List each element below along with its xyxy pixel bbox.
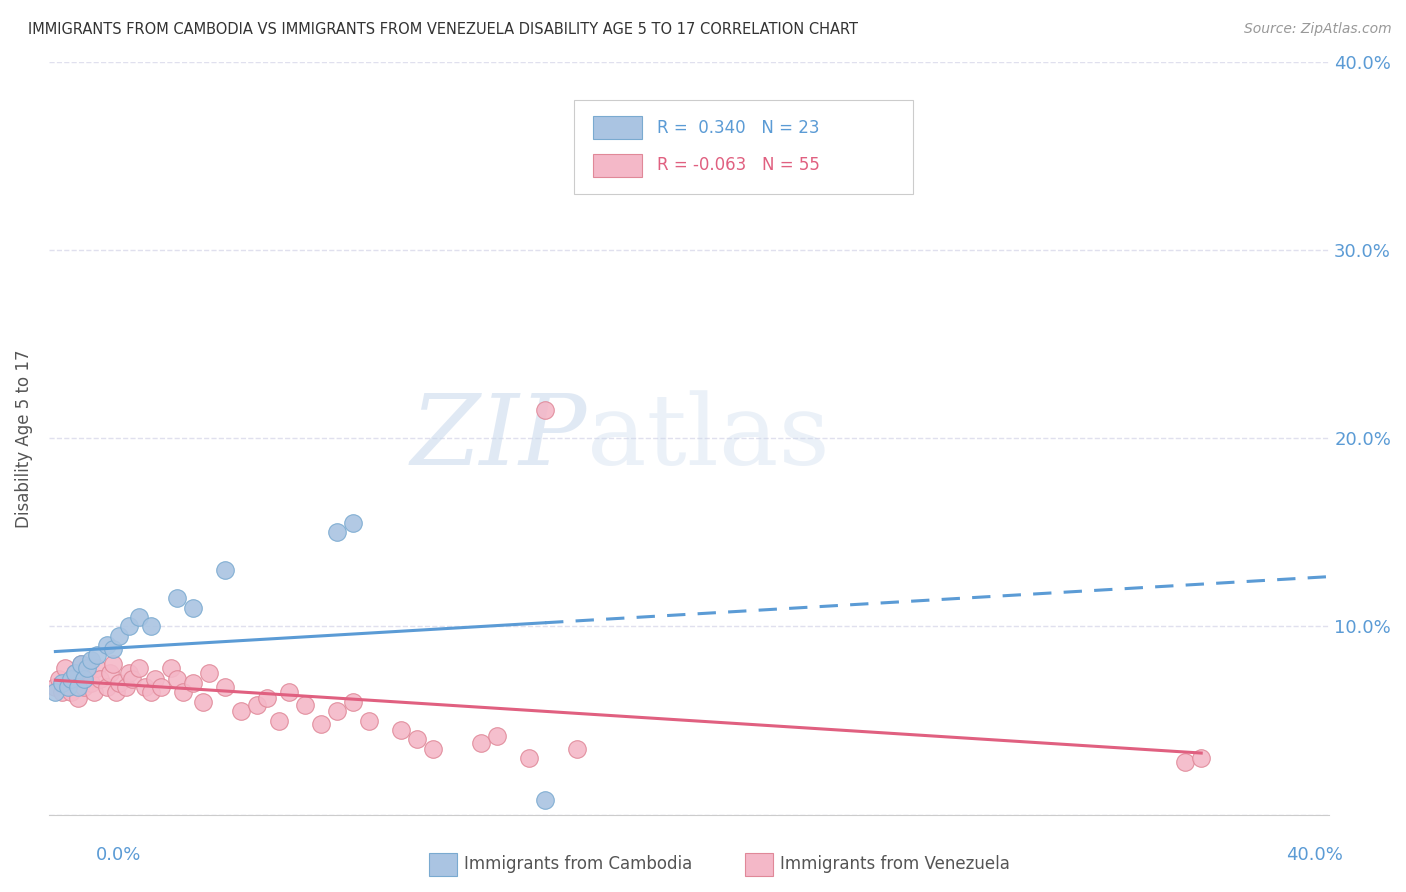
- Point: [181, 600, 204, 615]
- Text: IMMIGRANTS FROM CAMBODIA VS IMMIGRANTS FROM VENEZUELA DISABILITY AGE 5 TO 17 COR: IMMIGRANTS FROM CAMBODIA VS IMMIGRANTS F…: [28, 22, 858, 37]
- Point: [256, 690, 278, 705]
- Point: [269, 714, 291, 728]
- Point: [565, 741, 588, 756]
- Text: Source: ZipAtlas.com: Source: ZipAtlas.com: [1244, 22, 1392, 37]
- Point: [406, 732, 429, 747]
- Text: atlas: atlas: [586, 391, 830, 486]
- Point: [534, 792, 557, 806]
- Point: [128, 610, 150, 624]
- Point: [56, 680, 79, 694]
- Point: [83, 685, 105, 699]
- Point: [73, 672, 96, 686]
- Point: [191, 695, 214, 709]
- Point: [128, 661, 150, 675]
- Text: R =  0.340   N = 23: R = 0.340 N = 23: [657, 119, 820, 136]
- Point: [96, 680, 118, 694]
- Point: [70, 657, 93, 671]
- Point: [342, 695, 364, 709]
- Point: [51, 676, 73, 690]
- Text: 0.0%: 0.0%: [96, 846, 141, 863]
- Point: [108, 629, 131, 643]
- Point: [470, 736, 492, 750]
- Point: [278, 685, 301, 699]
- Point: [294, 698, 316, 713]
- Point: [76, 666, 98, 681]
- Point: [309, 717, 332, 731]
- Text: Immigrants from Venezuela: Immigrants from Venezuela: [780, 855, 1010, 873]
- Point: [1189, 751, 1212, 765]
- Text: 40.0%: 40.0%: [1286, 846, 1343, 863]
- Point: [79, 676, 101, 690]
- Point: [134, 680, 156, 694]
- Point: [121, 672, 143, 686]
- Point: [86, 648, 108, 662]
- Point: [114, 680, 136, 694]
- Point: [214, 563, 236, 577]
- Point: [63, 666, 86, 681]
- FancyBboxPatch shape: [593, 154, 641, 177]
- FancyBboxPatch shape: [593, 116, 641, 139]
- Point: [159, 661, 181, 675]
- Point: [198, 666, 221, 681]
- Point: [229, 704, 252, 718]
- Point: [389, 723, 412, 737]
- Text: R = -0.063   N = 55: R = -0.063 N = 55: [657, 156, 820, 174]
- Point: [63, 666, 86, 681]
- Point: [60, 672, 83, 686]
- Point: [326, 525, 349, 540]
- Point: [105, 685, 128, 699]
- Point: [70, 657, 93, 671]
- Point: [534, 403, 557, 417]
- Text: Immigrants from Cambodia: Immigrants from Cambodia: [464, 855, 692, 873]
- Point: [73, 680, 96, 694]
- FancyBboxPatch shape: [574, 100, 912, 194]
- Y-axis label: Disability Age 5 to 17: Disability Age 5 to 17: [15, 349, 32, 527]
- Point: [166, 591, 188, 606]
- Point: [1174, 755, 1197, 769]
- Point: [517, 751, 540, 765]
- Point: [246, 698, 269, 713]
- Point: [118, 666, 141, 681]
- Point: [89, 672, 111, 686]
- Point: [56, 676, 79, 690]
- Point: [76, 661, 98, 675]
- Point: [214, 680, 236, 694]
- Point: [108, 676, 131, 690]
- Point: [166, 672, 188, 686]
- Point: [79, 653, 101, 667]
- Point: [96, 638, 118, 652]
- Point: [101, 657, 124, 671]
- Point: [422, 741, 444, 756]
- Point: [44, 680, 66, 694]
- Point: [141, 685, 163, 699]
- Text: ZIP: ZIP: [411, 391, 586, 486]
- Point: [150, 680, 173, 694]
- Point: [357, 714, 380, 728]
- Point: [66, 680, 89, 694]
- Point: [141, 619, 163, 633]
- Point: [66, 690, 89, 705]
- Point: [48, 672, 70, 686]
- Point: [181, 676, 204, 690]
- Point: [44, 685, 66, 699]
- Point: [118, 619, 141, 633]
- Point: [51, 685, 73, 699]
- Point: [86, 661, 108, 675]
- Point: [143, 672, 166, 686]
- Point: [53, 661, 76, 675]
- Point: [98, 666, 121, 681]
- Point: [342, 516, 364, 530]
- Point: [60, 685, 83, 699]
- Point: [101, 642, 124, 657]
- Point: [326, 704, 349, 718]
- Point: [486, 729, 509, 743]
- Point: [172, 685, 194, 699]
